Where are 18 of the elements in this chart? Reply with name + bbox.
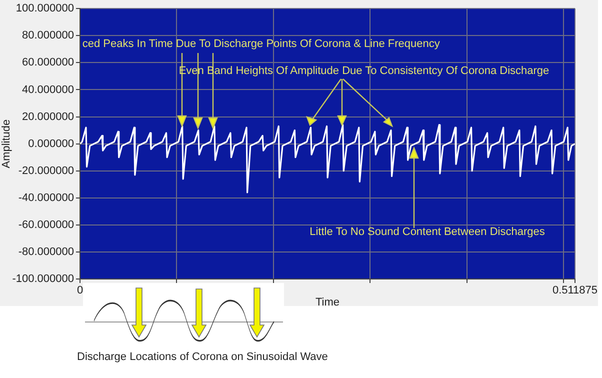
y-axis-title: Amplitude	[0, 119, 13, 168]
text: Discharge Locations of Corona on Sinusoidal Wave	[77, 351, 328, 363]
y-tick-label: 60.000000	[22, 56, 74, 69]
x-tick-label: 0.511875	[552, 284, 598, 297]
y-tick-label: 20.000000	[22, 110, 74, 123]
y-tick-label: 80.000000	[22, 30, 74, 42]
annotation: Little To No Sound Content Between Discharges	[310, 226, 545, 238]
y-tick-label: -60.000000	[18, 218, 74, 231]
y-tick-label: 40.000000	[22, 84, 74, 96]
y-tick-label: -80.000000	[18, 246, 74, 258]
y-tick-label: -40.000000	[18, 192, 74, 204]
y-tick-label: 100.000000	[16, 2, 74, 15]
y-tick-label: 0.000000	[28, 138, 74, 150]
y-tick-label: -20.000000	[18, 164, 74, 177]
x-axis-title: Time	[315, 296, 340, 308]
y-tick-label: -100.000000	[12, 273, 74, 286]
annotation: ced Peaks In Time Due To Discharge Points Of Corona & Line Frequency	[82, 38, 440, 50]
x-tick-label: 0	[76, 284, 84, 297]
